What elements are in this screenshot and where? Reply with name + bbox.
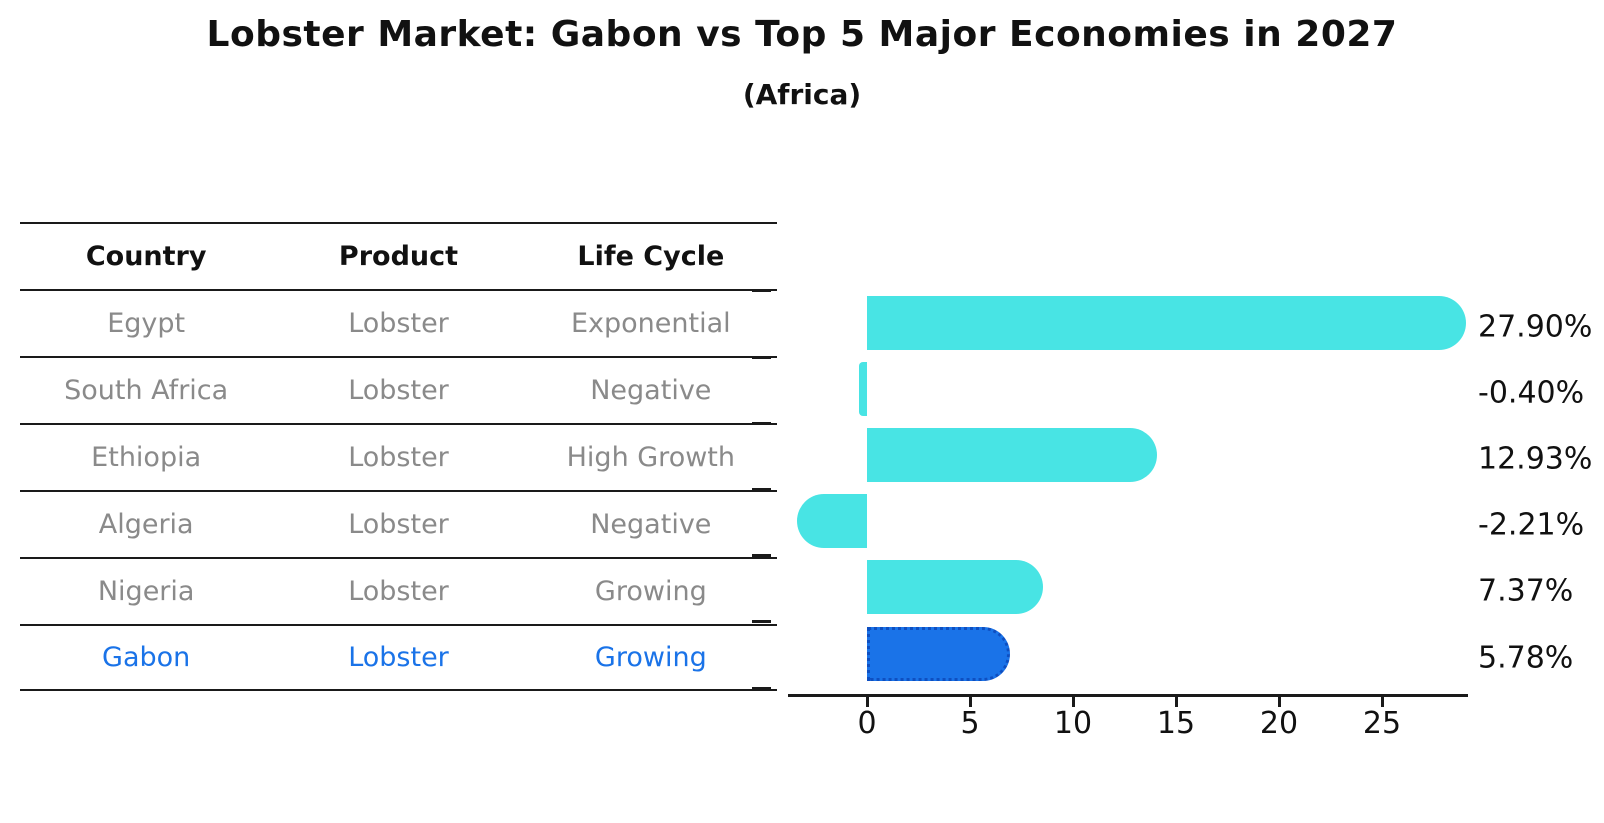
table-cell-life-cycle: Growing (594, 642, 707, 673)
country-table: Country Product Life Cycle Egypt Lobster E… (20, 222, 777, 691)
table-cell-product: Lobster (348, 642, 449, 673)
y-axis-tick (752, 488, 771, 491)
x-axis-tick (1380, 697, 1384, 707)
table-cell-country: Algeria (98, 509, 194, 540)
y-axis-tick (752, 355, 771, 359)
table-cell-country: Nigeria (97, 576, 195, 607)
x-axis-tick-label: 20 (1259, 706, 1299, 741)
x-axis-tick-label: 15 (1156, 706, 1196, 741)
table-cell-product: Lobster (348, 509, 449, 540)
table-cell-life-cycle: Growing (594, 576, 707, 607)
x-axis-tick (1277, 697, 1281, 707)
x-axis-tick-label: 25 (1362, 706, 1402, 741)
table-cell-product: Lobster (348, 308, 449, 339)
table-cell-product: Lobster (348, 375, 449, 406)
table-cell-product: Lobster (348, 442, 449, 473)
table-cell-country: Ethiopia (91, 442, 202, 473)
bar-nigeria (867, 560, 1043, 615)
bar-ethiopia (867, 427, 1158, 482)
y-axis-tick (752, 686, 771, 690)
chart-subtitle: (Africa) (742, 78, 862, 111)
bar-south-africa (858, 361, 867, 416)
value-label: -2.21% (1478, 507, 1585, 543)
table-header-country: Country (85, 241, 207, 272)
value-label: 5.78% (1478, 640, 1574, 675)
x-axis-tick (1174, 697, 1178, 707)
value-label: 7.37% (1478, 573, 1574, 609)
table-row: Gabon Lobster Growing (20, 624, 777, 691)
x-axis-tick-label: 0 (857, 706, 877, 741)
table-row: Ethiopia Lobster High Growth (20, 423, 777, 490)
value-label: 12.93% (1478, 441, 1593, 477)
x-axis-tick-label: 5 (960, 706, 980, 741)
bar-gabon (867, 626, 1011, 681)
y-axis-tick (752, 620, 771, 624)
table-cell-life-cycle: Negative (590, 375, 712, 406)
table-header-row: Country Product Life Cycle (20, 222, 777, 289)
y-axis-tick (752, 421, 771, 425)
chart-title: Lobster Market: Gabon vs Top 5 Major Eco… (206, 14, 1398, 55)
x-axis-line (788, 694, 1468, 697)
value-label: 27.90% (1478, 309, 1593, 344)
x-axis-tick-label: 10 (1053, 706, 1093, 741)
table-cell-product: Lobster (348, 576, 449, 607)
table-cell-country: Gabon (102, 642, 191, 673)
table-row: South Africa Lobster Negative (20, 356, 777, 423)
x-axis-tick (1071, 697, 1075, 707)
x-axis-tick (865, 697, 869, 707)
bar-egypt (867, 295, 1466, 350)
table-row: Egypt Lobster Exponential (20, 289, 777, 356)
x-axis-tick (968, 697, 972, 707)
bar-algeria (797, 494, 867, 549)
table-cell-life-cycle: Negative (590, 509, 712, 540)
table-cell-life-cycle: High Growth (566, 442, 735, 473)
value-label: -0.40% (1478, 375, 1585, 411)
table-cell-country: Egypt (107, 308, 186, 339)
table-row: Nigeria Lobster Growing (20, 557, 777, 624)
table-header-product: Product (338, 241, 459, 272)
y-axis-tick (752, 554, 771, 558)
y-axis-tick (752, 289, 771, 293)
table-cell-life-cycle: Exponential (570, 308, 731, 339)
table-cell-country: South Africa (64, 375, 229, 406)
table-header-life-cycle: Life Cycle (577, 241, 725, 272)
table-row: Algeria Lobster Negative (20, 490, 777, 557)
